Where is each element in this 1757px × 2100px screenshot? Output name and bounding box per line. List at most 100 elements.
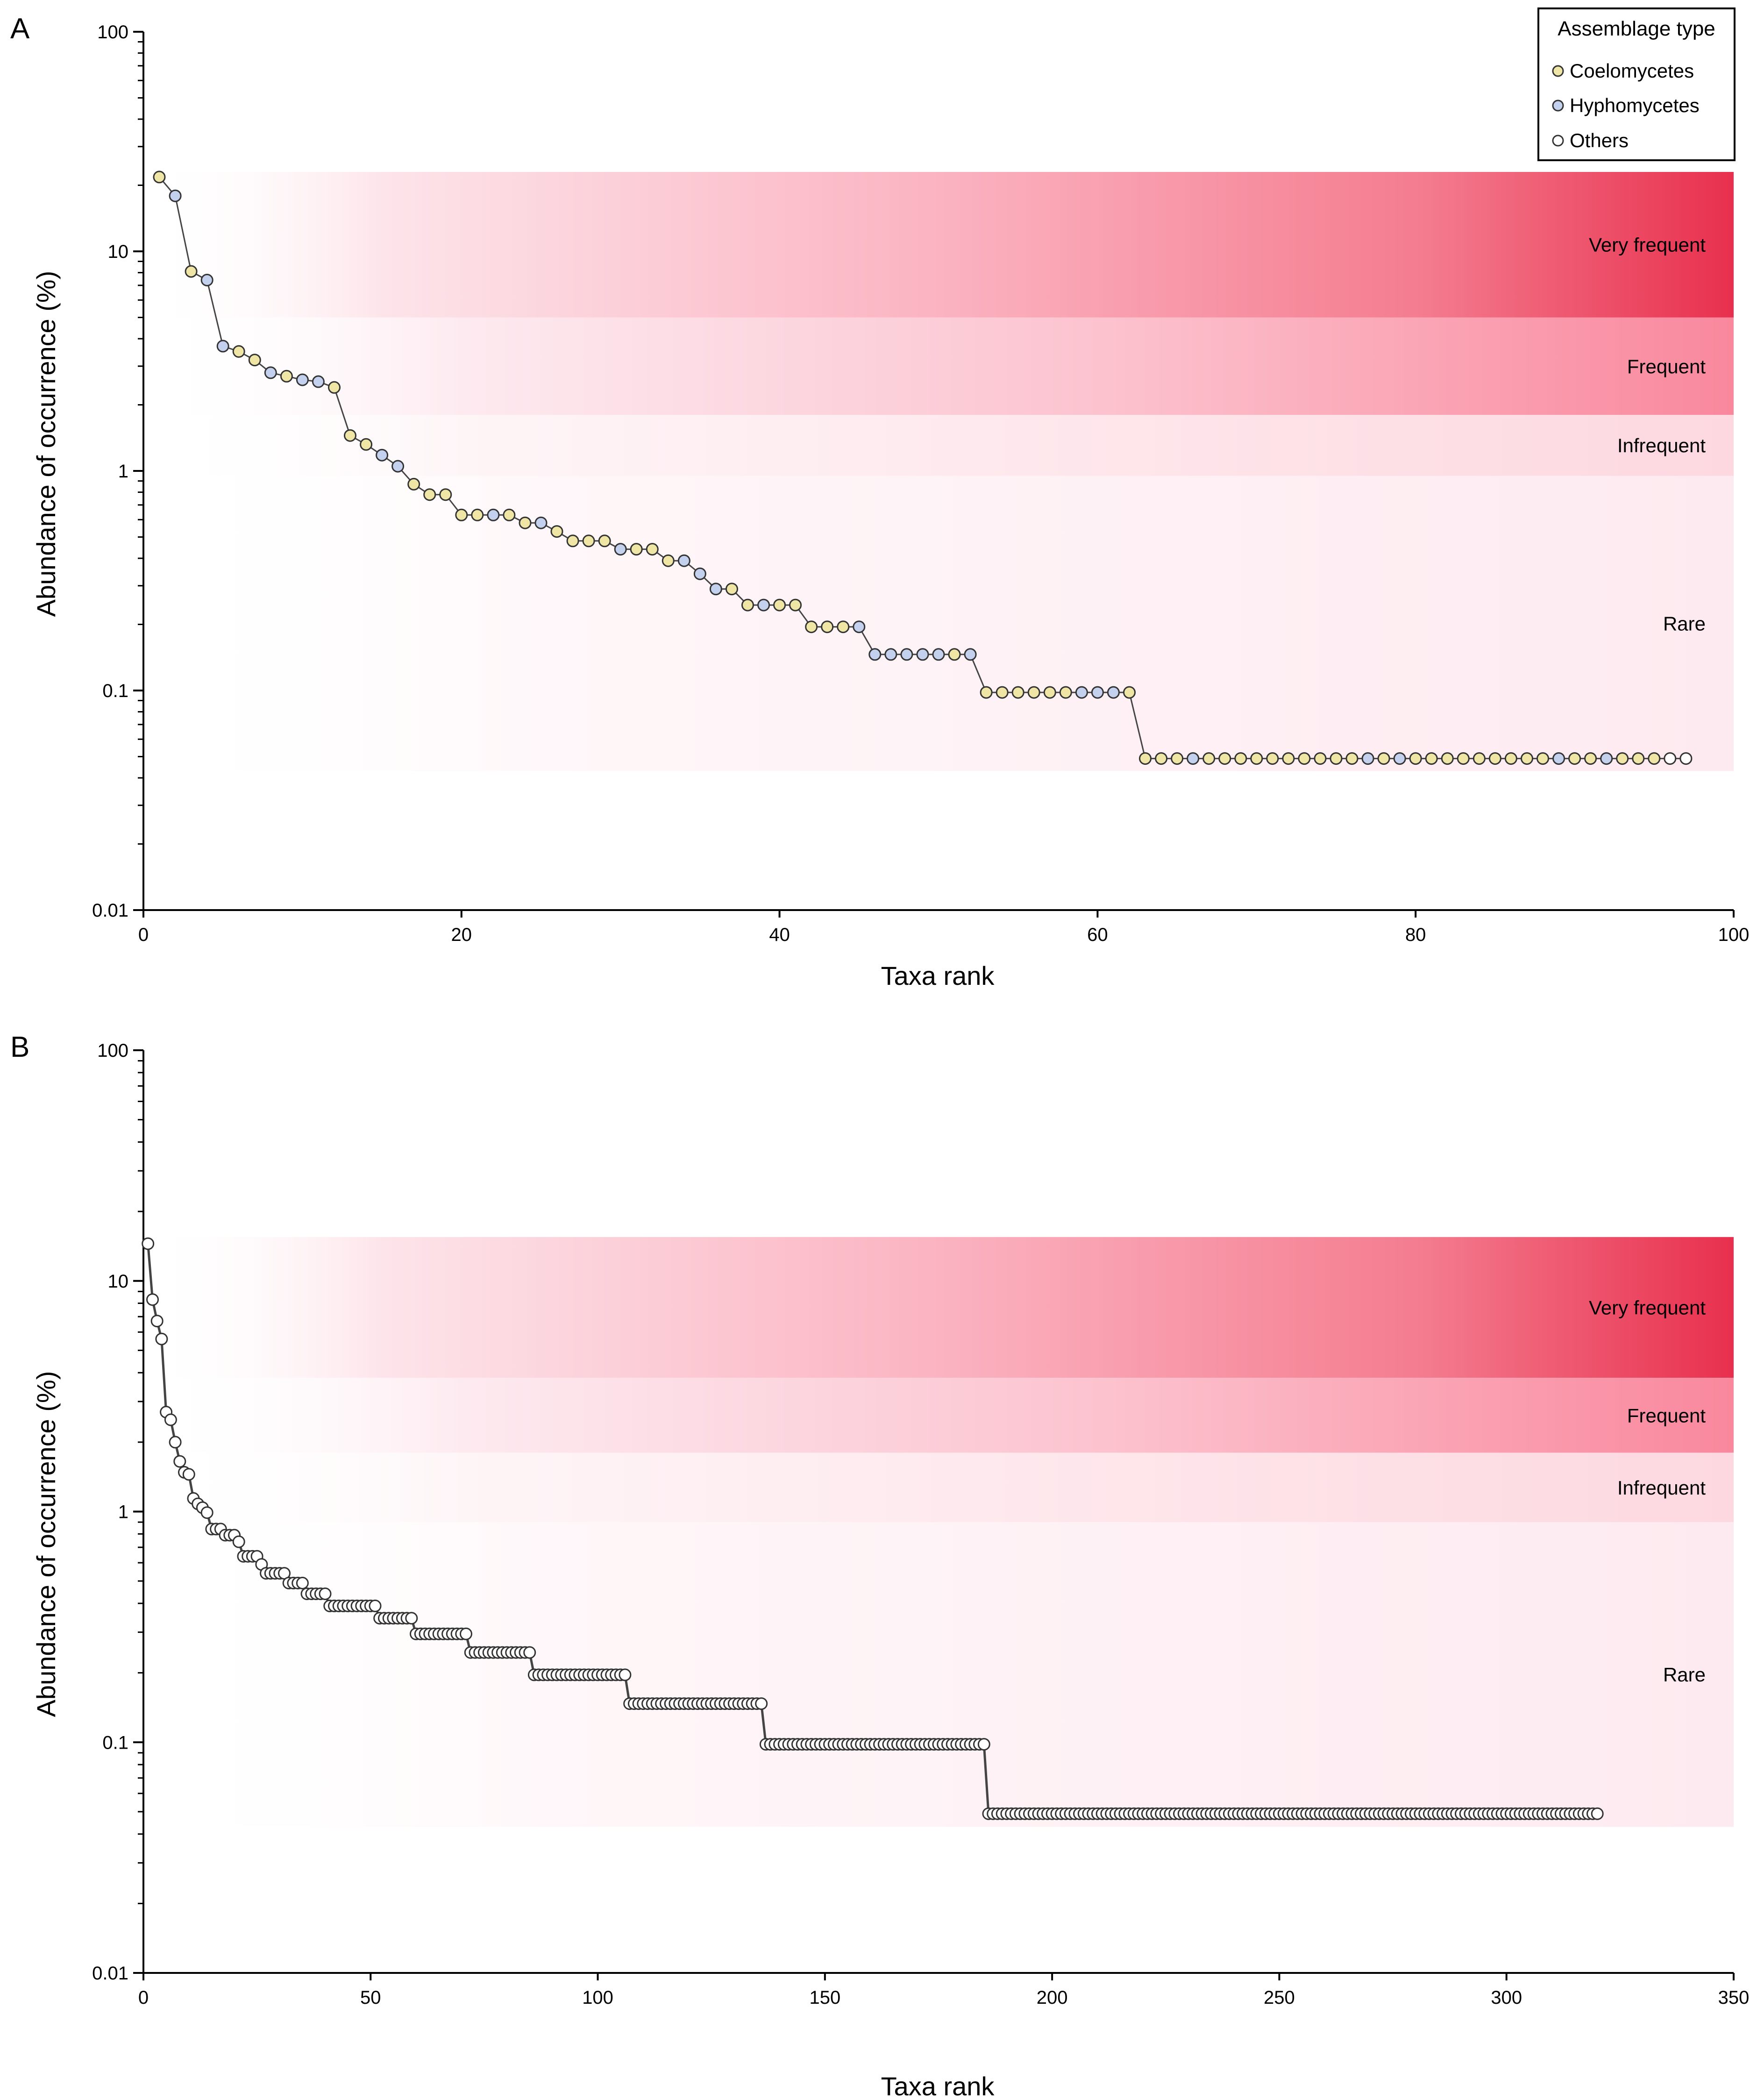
panel-a-point bbox=[376, 448, 389, 462]
panel-b-point bbox=[296, 1577, 309, 1589]
panel-b-band-label: Very frequent bbox=[1589, 1297, 1706, 1319]
panel-a-point bbox=[805, 620, 818, 634]
panel-b-y-tick-label: 0.01 bbox=[92, 1963, 128, 1984]
panel-a-point bbox=[1457, 752, 1470, 765]
panel-b-y-tick-label: 1 bbox=[118, 1502, 128, 1523]
panel-b-point bbox=[523, 1646, 536, 1659]
panel-a-x-tick-label: 60 bbox=[1087, 925, 1108, 945]
panel-a-point bbox=[391, 460, 405, 473]
panel-b-point bbox=[1591, 1807, 1604, 1820]
panel-a-band-label: Frequent bbox=[1627, 356, 1706, 377]
panel-a: A Very frequent Frequent Infrequent Rare 0 2… bbox=[10, 7, 1750, 990]
panel-a-point bbox=[853, 620, 866, 634]
panel-b-band-label: Rare bbox=[1663, 1664, 1706, 1686]
panel-a-y-tick-label: 10 bbox=[108, 242, 129, 262]
panel-a-point bbox=[1218, 752, 1231, 765]
panel-a-point bbox=[980, 686, 993, 699]
panel-b-x-axis-title: Taxa rank bbox=[881, 2072, 995, 2100]
panel-b-bands: Very frequent Frequent Infrequent Rare bbox=[146, 1237, 1734, 1827]
panel-a-point bbox=[1155, 752, 1168, 765]
panel-a-point bbox=[646, 543, 659, 556]
panel-a-point bbox=[598, 534, 611, 548]
panel-a-y-axis-title: Abundance of occurrence (%) bbox=[31, 271, 61, 617]
panel-a-point bbox=[1521, 752, 1533, 765]
panel-a-point bbox=[582, 534, 595, 548]
panel-a-band-rare bbox=[146, 476, 1734, 771]
panel-b-point bbox=[169, 1436, 182, 1449]
panel-a-y-tick-label: 100 bbox=[97, 22, 128, 43]
panel-a-point bbox=[709, 583, 722, 596]
panel-a-point bbox=[1632, 752, 1645, 765]
panel-a-point bbox=[519, 516, 532, 529]
panel-a-point bbox=[1377, 752, 1390, 765]
panel-a-point bbox=[757, 598, 770, 612]
panel-a-point bbox=[741, 598, 754, 612]
panel-a-point bbox=[1043, 686, 1056, 699]
legend-label-coelomycetes: Coelomycetes bbox=[1570, 60, 1694, 82]
panel-a-point bbox=[566, 534, 579, 548]
panel-a-point bbox=[169, 189, 182, 202]
panel-b-point bbox=[150, 1315, 164, 1328]
panel-a-point bbox=[534, 516, 548, 529]
panel-a-point bbox=[1123, 686, 1136, 699]
panel-a-point bbox=[1361, 752, 1374, 765]
panel-a-point bbox=[280, 370, 293, 383]
panel-a-point bbox=[216, 340, 229, 353]
panel-b-band-very-frequent bbox=[146, 1237, 1734, 1378]
panel-a-point bbox=[1027, 686, 1040, 699]
panel-a-point bbox=[1504, 752, 1517, 765]
panel-a-point bbox=[344, 429, 356, 442]
panel-a-point bbox=[677, 554, 690, 567]
panel-a-point bbox=[550, 525, 563, 538]
panel-a-point bbox=[1250, 752, 1263, 765]
panel-a-point bbox=[1059, 686, 1072, 699]
panel-a-x-tick-label: 0 bbox=[138, 925, 149, 945]
panel-b-point bbox=[232, 1535, 245, 1548]
panel-a-point bbox=[1330, 752, 1343, 765]
panel-a-point bbox=[185, 265, 198, 278]
panel-a-point bbox=[964, 648, 977, 661]
panel-a-point bbox=[232, 345, 245, 358]
panel-a-point bbox=[1664, 752, 1677, 765]
panel-a-point bbox=[693, 567, 706, 580]
panel-b-y-axis-title: Abundance of occurrence (%) bbox=[31, 1371, 61, 1717]
panel-a-x-tick-label: 20 bbox=[451, 925, 472, 945]
panel-a-point bbox=[1393, 752, 1406, 765]
panel-a-x-tick-label: 100 bbox=[1718, 925, 1750, 945]
panel-a-x-tick-label: 40 bbox=[769, 925, 790, 945]
legend-marker-others bbox=[1552, 135, 1564, 147]
panel-b-point bbox=[319, 1587, 332, 1600]
panel-a-point bbox=[1441, 752, 1454, 765]
panel-b-point bbox=[755, 1697, 768, 1710]
panel-a-point bbox=[503, 508, 516, 521]
panel-a-y-tick-label: 0.01 bbox=[92, 900, 128, 921]
panel-b-point bbox=[460, 1627, 472, 1640]
panel-a-point bbox=[1075, 686, 1088, 699]
legend-box bbox=[1537, 7, 1736, 161]
panel-a-x-tick-label: 80 bbox=[1405, 925, 1426, 945]
panel-a-point bbox=[1679, 752, 1693, 765]
panel-b-point bbox=[619, 1668, 632, 1681]
panel-a-point bbox=[423, 488, 436, 501]
panel-a-point bbox=[153, 171, 166, 184]
panel-a-band-frequent bbox=[146, 317, 1734, 415]
panel-a-point bbox=[328, 381, 341, 394]
panel-b-x-tick-label: 0 bbox=[138, 1987, 149, 2008]
panel-a-x-axis-title: Taxa rank bbox=[881, 961, 995, 990]
panel-a-point bbox=[726, 583, 738, 596]
panel-a-y-tick-label: 1 bbox=[118, 461, 128, 482]
panel-a-band-infrequent bbox=[146, 415, 1734, 476]
panel-a-point bbox=[1584, 752, 1597, 765]
panel-b-band-frequent bbox=[146, 1378, 1734, 1453]
panel-b-x-tick-label: 150 bbox=[809, 1987, 840, 2008]
panel-b-point bbox=[155, 1332, 168, 1345]
legend-marker-coelomycetes bbox=[1552, 65, 1564, 77]
panel-b-y-tick-label: 0.1 bbox=[102, 1732, 128, 1753]
panel-a-band-label: Infrequent bbox=[1617, 434, 1706, 456]
panel-a-letter: A bbox=[10, 13, 30, 45]
panel-a-point bbox=[1171, 752, 1184, 765]
panel-a-band-label: Very frequent bbox=[1589, 234, 1706, 256]
panel-b-point bbox=[146, 1293, 159, 1306]
panel-b-x-tick-label: 50 bbox=[360, 1987, 381, 2008]
panel-a-point bbox=[264, 366, 277, 379]
